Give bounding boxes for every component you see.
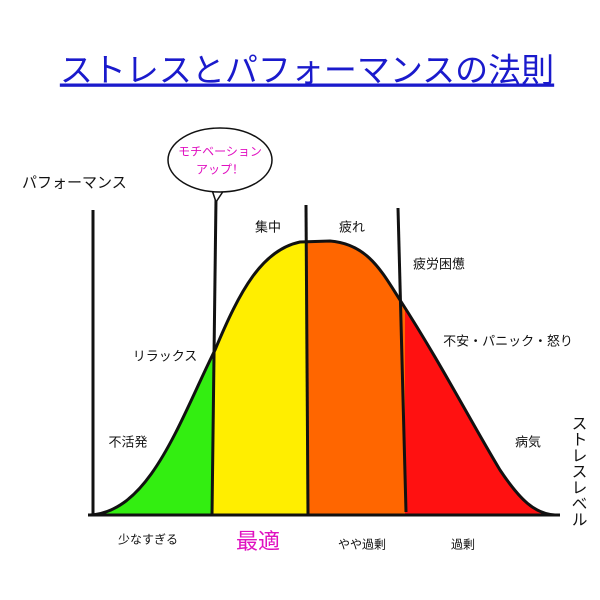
bubble-tail (211, 189, 225, 204)
title: ストレスとパフォーマンスの法則 (60, 51, 554, 90)
bottom-label: 少なすぎる (118, 533, 178, 547)
zone-label: 不安・パニック・怒り (443, 335, 573, 350)
divider (210, 197, 218, 516)
zone-label: 疲労困憊 (413, 257, 465, 273)
bubble-text: モチベーション (178, 145, 262, 159)
bottom-label: 過剰 (451, 538, 475, 552)
bottom-label: やや過剰 (338, 538, 386, 552)
divider (396, 207, 408, 513)
zone-label: 集中 (255, 220, 281, 236)
curve (89, 239, 556, 517)
x-axis-label: ストレスレベル (569, 415, 588, 527)
bubble (167, 127, 273, 193)
zone-label: 疲れ (339, 220, 365, 236)
zone-label: 不活発 (108, 436, 147, 451)
zone-yellow (213, 241, 307, 515)
zone-label: リラックス (133, 350, 198, 365)
y-axis-label: パフォーマンス (22, 174, 127, 192)
divider (304, 204, 310, 516)
zone-red (405, 241, 555, 515)
zone-orange (307, 241, 405, 515)
bottom-label: 最適 (236, 530, 280, 555)
bubble-text: アップ！ (196, 163, 244, 177)
zone-label: 病気 (515, 435, 541, 451)
